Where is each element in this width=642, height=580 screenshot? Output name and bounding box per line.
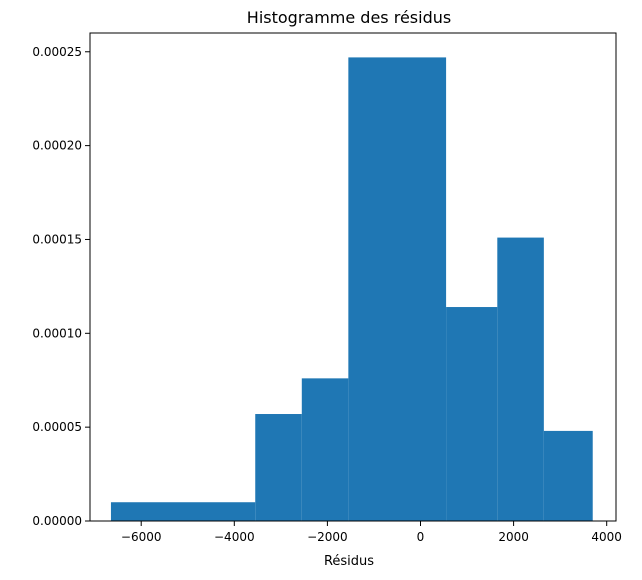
histogram-bar-2 [255,414,302,521]
ticks-group: −6000 −4000 −2000 0 2000 4000 0.00000 0.00005 0.… [32,45,622,544]
x-tick-label: 4000 [591,530,622,544]
bars-group [110,57,593,522]
histogram-bar-5 [446,307,498,521]
x-tick-label: 0 [417,530,425,544]
chart-title: Histogramme des résidus [247,8,451,27]
x-tick-label: 2000 [498,530,529,544]
x-tick-label: −2000 [307,530,348,544]
histogram-bar-3 [301,378,349,521]
x-axis-label: Résidus [324,554,374,569]
y-tick-label: 0.00020 [32,139,82,153]
histogram-bar-1 [110,502,256,521]
histogram-bar-7 [543,430,593,521]
x-tick-label: −4000 [214,530,255,544]
histogram-bar-4 [348,57,447,522]
y-tick-label: 0.00010 [32,326,82,340]
y-tick-label: 0.00015 [32,232,82,246]
histogram-bar-6 [497,237,544,522]
y-tick-label: 0.00005 [32,420,82,434]
x-tick-label: −6000 [121,530,162,544]
y-tick-label: 0.00025 [32,45,82,59]
y-tick-label: 0.00000 [32,514,82,528]
plot-frame [89,32,617,522]
